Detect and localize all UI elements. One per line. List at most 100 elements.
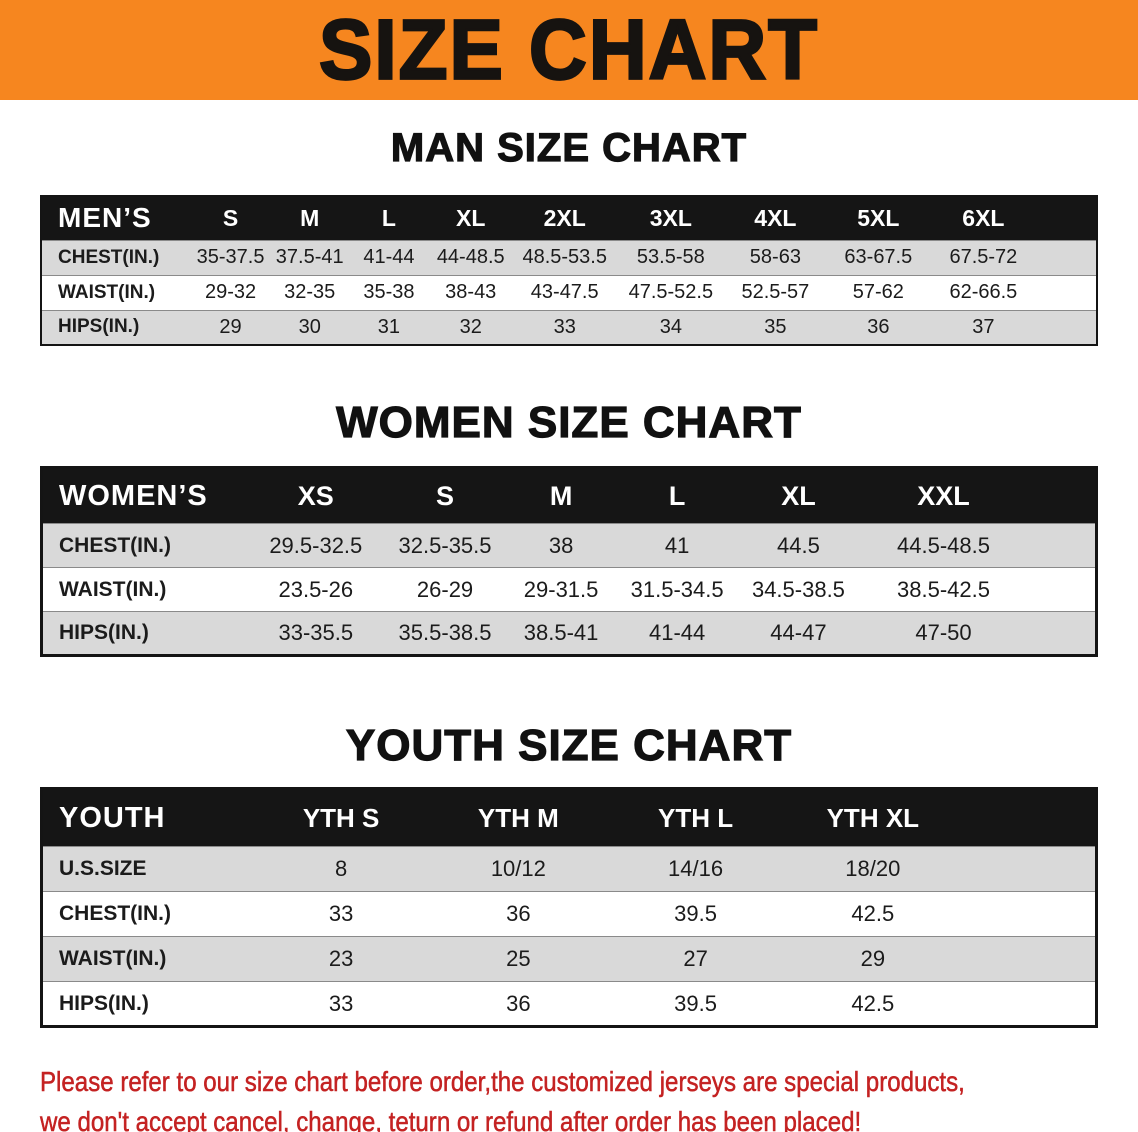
table-cell: 44.5-48.5 [853, 523, 1034, 568]
table-cell: 52.5-57 [725, 275, 826, 310]
filler-cell [1035, 196, 1097, 240]
table-cell: 18/20 [784, 846, 962, 892]
column-header: 2XL [512, 196, 617, 240]
column-header: 5XL [825, 196, 932, 240]
filler-cell [961, 936, 1097, 982]
table-cell: 41-44 [349, 240, 429, 275]
filler-cell [961, 981, 1097, 1027]
row-label: WAIST(IN.) [41, 567, 253, 612]
table-title-cell: MEN’S [41, 196, 191, 240]
table-row: WAIST(IN.) 23 25 27 29 [41, 936, 1097, 982]
row-label: CHEST(IN.) [41, 240, 191, 275]
filler-cell [1035, 310, 1097, 345]
column-header: YTH XL [784, 788, 962, 847]
table-row: U.S.SIZE 8 10/12 14/16 18/20 [41, 846, 1097, 892]
table-cell: 62-66.5 [931, 275, 1036, 310]
column-header: XL [428, 196, 513, 240]
row-label: WAIST(IN.) [41, 936, 253, 982]
row-label: HIPS(IN.) [41, 981, 253, 1027]
table-cell: 39.5 [606, 891, 785, 937]
table-cell: 38 [510, 523, 612, 568]
table-cell: 29.5-32.5 [252, 523, 380, 568]
column-header: S [379, 467, 511, 524]
row-label: WAIST(IN.) [41, 275, 191, 310]
order-notice: Please refer to our size chart before or… [40, 1062, 1138, 1132]
table-cell: 33 [252, 891, 430, 937]
column-header: YTH S [252, 788, 430, 847]
table-cell: 23.5-26 [252, 567, 380, 612]
table-row: CHEST(IN.) 29.5-32.5 32.5-35.5 38 41 44.5 44.5… [41, 523, 1097, 568]
table-cell: 44-48.5 [428, 240, 513, 275]
column-header: YTH M [429, 788, 607, 847]
table-cell: 47.5-52.5 [616, 275, 726, 310]
table-title-cell: WOMEN’S [41, 467, 253, 524]
header-row: MEN’S S M L XL 2XL 3XL 4XL 5XL 6XL [41, 196, 1097, 240]
table-cell: 34 [616, 310, 726, 345]
youth-section-heading: YOUTH SIZE CHART [345, 720, 793, 770]
table-cell: 53.5-58 [616, 240, 726, 275]
table-cell: 36 [429, 891, 607, 937]
table-cell: 36 [429, 981, 607, 1027]
column-header: 6XL [931, 196, 1036, 240]
table-row: HIPS(IN.) 29 30 31 32 33 34 35 36 37 [41, 310, 1097, 345]
filler-cell [961, 846, 1097, 892]
column-header: 3XL [616, 196, 726, 240]
table-cell: 42.5 [784, 891, 962, 937]
header-row: WOMEN’S XS S M L XL XXL [41, 467, 1097, 524]
table-cell: 31 [349, 310, 429, 345]
table-cell: 33-35.5 [252, 611, 380, 656]
table-cell: 26-29 [379, 567, 511, 612]
youth-size-table: YOUTH YTH S YTH M YTH L YTH XL U.S.SIZE 8 10/12… [40, 787, 1098, 1028]
table-cell: 14/16 [606, 846, 785, 892]
filler-cell [1035, 240, 1097, 275]
column-header: XL [743, 467, 854, 524]
table-cell: 29-31.5 [510, 567, 612, 612]
column-header: YTH L [606, 788, 785, 847]
women-section-heading: WOMEN SIZE CHART [336, 397, 802, 447]
table-cell: 34.5-38.5 [743, 567, 854, 612]
row-label: HIPS(IN.) [41, 611, 253, 656]
table-cell: 25 [429, 936, 607, 982]
table-row: HIPS(IN.) 33 36 39.5 42.5 [41, 981, 1097, 1027]
women-size-table: WOMEN’S XS S M L XL XXL CHEST(IN.) 29.5-32.5 32.5… [40, 466, 1098, 657]
table-cell: 41 [611, 523, 744, 568]
row-label: U.S.SIZE [41, 846, 253, 892]
column-header: 4XL [725, 196, 826, 240]
column-header: S [190, 196, 271, 240]
table-title-cell: YOUTH [41, 788, 253, 847]
table-row: CHEST(IN.) 33 36 39.5 42.5 [41, 891, 1097, 937]
table-cell: 35-37.5 [190, 240, 271, 275]
table-cell: 32 [428, 310, 513, 345]
women-size-section: WOMEN SIZE CHART WOMEN’S XS S M L XL XXL CHEST(… [0, 397, 1138, 657]
table-cell: 44-47 [743, 611, 854, 656]
filler-cell [1033, 523, 1097, 568]
table-cell: 63-67.5 [825, 240, 932, 275]
table-cell: 38.5-42.5 [853, 567, 1034, 612]
column-header: XS [252, 467, 380, 524]
table-cell: 36 [825, 310, 932, 345]
table-cell: 23 [252, 936, 430, 982]
page-title: SIZE CHART [318, 1, 819, 98]
table-cell: 32-35 [270, 275, 350, 310]
title-banner: SIZE CHART [0, 0, 1138, 100]
table-cell: 32.5-35.5 [379, 523, 511, 568]
table-cell: 42.5 [784, 981, 962, 1027]
table-cell: 29 [190, 310, 271, 345]
table-cell: 35 [725, 310, 826, 345]
table-cell: 29-32 [190, 275, 271, 310]
column-header: L [349, 196, 429, 240]
filler-cell [961, 788, 1097, 847]
row-label: CHEST(IN.) [41, 891, 253, 937]
column-header: M [510, 467, 612, 524]
table-cell: 33 [512, 310, 617, 345]
men-size-section: MAN SIZE CHART MEN’S S M L XL 2XL 3XL 4XL 5XL 6XL… [0, 125, 1138, 346]
table-cell: 30 [270, 310, 350, 345]
table-cell: 41-44 [611, 611, 744, 656]
table-cell: 39.5 [606, 981, 785, 1027]
row-label: HIPS(IN.) [41, 310, 191, 345]
table-cell: 57-62 [825, 275, 932, 310]
header-row: YOUTH YTH S YTH M YTH L YTH XL [41, 788, 1097, 847]
table-cell: 43-47.5 [512, 275, 617, 310]
filler-cell [961, 891, 1097, 937]
